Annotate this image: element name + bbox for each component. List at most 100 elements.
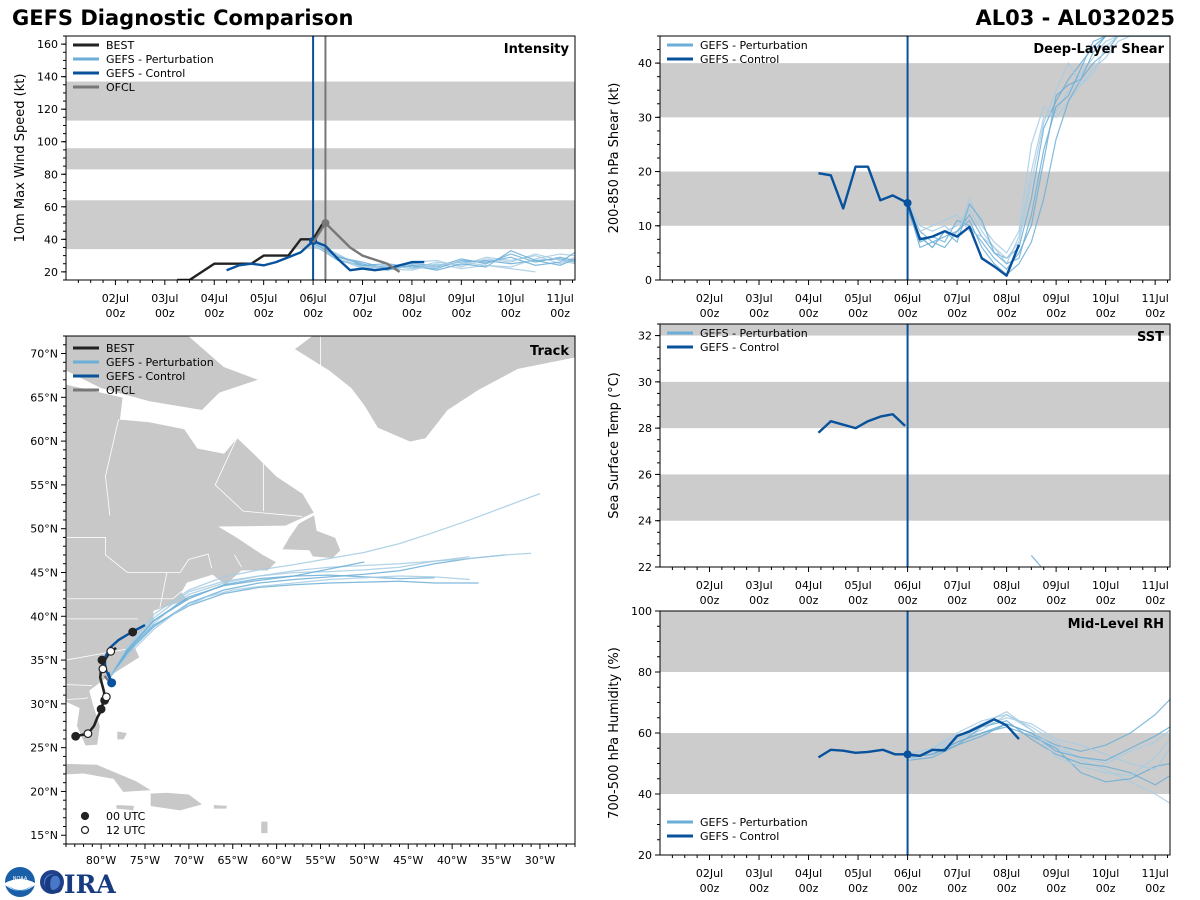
best-marker-00utc <box>71 731 81 741</box>
x-tick-label-hour: 00z <box>1096 307 1116 320</box>
noaa-logo-text: NOAA <box>13 876 28 882</box>
land-hispaniola <box>149 791 204 812</box>
x-tick-label-date: 05Jul <box>844 292 871 305</box>
x-tick-label: 40°W <box>437 854 467 867</box>
y-tick-label: 0 <box>645 274 652 287</box>
x-tick-label-hour: 00z <box>997 882 1017 895</box>
ofcl-init-marker <box>321 219 330 228</box>
y-axis-label: Sea Surface Temp (°C) <box>607 372 622 519</box>
y-tick-label: 15°N <box>30 829 58 842</box>
y-tick-label: 60 <box>44 201 58 214</box>
x-tick-label-hour: 00z <box>1096 882 1116 895</box>
x-tick-label-date: 10Jul <box>1092 867 1119 880</box>
legend-label: GEFS - Perturbation <box>106 53 214 66</box>
x-tick-label-date: 08Jul <box>398 292 425 305</box>
threshold-band-1 <box>66 148 575 170</box>
agency-logos: NOAA CIRA <box>5 867 116 898</box>
best-marker-12utc <box>101 692 111 702</box>
x-tick-label-date: 07Jul <box>943 579 970 592</box>
political-border-6 <box>159 572 168 608</box>
perturbation-track-7 <box>109 575 470 678</box>
perturbation-line-1 <box>907 36 1170 265</box>
x-tick-label-hour: 00z <box>155 307 175 320</box>
y-tick-label: 25°N <box>30 742 58 755</box>
y-tick-label: 20°N <box>30 785 58 798</box>
x-tick-label-hour: 00z <box>997 307 1017 320</box>
y-tick-label: 50°N <box>30 523 58 536</box>
panel-shear: 02Jul 00z 03Jul 00z 04Jul 00z 05Jul 00z 06Jul 00z… <box>607 35 1171 320</box>
x-tick-label-date: 10Jul <box>1092 292 1119 305</box>
series-line-control <box>818 165 1021 277</box>
x-tick-label-date: 03Jul <box>745 292 772 305</box>
x-tick-label-date: 06Jul <box>894 867 921 880</box>
threshold-band-0 <box>66 200 575 250</box>
y-tick-label: 30 <box>638 111 652 124</box>
perturbation-line-0 <box>1030 555 1042 567</box>
perturbation-line-4 <box>312 243 575 270</box>
x-tick-label-hour: 00z <box>947 594 967 607</box>
x-tick-label-date: 09Jul <box>1042 867 1069 880</box>
noaa-logo-icon: NOAA <box>5 867 35 897</box>
x-tick-label-hour: 00z <box>848 307 868 320</box>
perturbation-line-6 <box>907 723 1170 762</box>
marker-legend-swatch <box>80 811 90 821</box>
marker-legend-label: 12 UTC <box>106 824 146 837</box>
x-tick-label: 70°W <box>174 854 204 867</box>
marker-legend-label: 00 UTC <box>106 810 146 823</box>
x-tick-label-hour: 00z <box>997 594 1017 607</box>
y-tick-label: 22 <box>638 561 652 574</box>
political-border-7 <box>234 554 242 568</box>
political-border-4 <box>66 697 89 700</box>
legend-label: BEST <box>106 39 134 52</box>
x-tick-label-hour: 00z <box>1046 307 1066 320</box>
y-tick-label: 80 <box>44 168 58 181</box>
y-tick-label: 24 <box>638 515 652 528</box>
x-tick-label-hour: 00z <box>353 307 373 320</box>
best-marker-12utc <box>83 729 93 739</box>
best-marker-00utc <box>97 655 107 665</box>
x-tick-label-date: 09Jul <box>448 292 475 305</box>
y-tick-label: 10 <box>638 220 652 233</box>
y-tick-label: 60 <box>638 727 652 740</box>
threshold-band-1 <box>660 611 1170 672</box>
y-tick-label: 40°N <box>30 610 58 623</box>
y-tick-label: 32 <box>638 330 652 343</box>
x-tick-label-date: 07Jul <box>943 867 970 880</box>
x-tick-label-date: 10Jul <box>497 292 524 305</box>
threshold-band-0 <box>660 733 1170 794</box>
perturbation-track-1 <box>109 556 470 678</box>
x-tick-label-date: 04Jul <box>795 292 822 305</box>
y-tick-label: 60°N <box>30 435 58 448</box>
x-tick-label-hour: 00z <box>700 594 720 607</box>
land-cuba <box>66 763 154 793</box>
x-tick-label-hour: 00z <box>1046 882 1066 895</box>
x-tick-label: 55°W <box>305 854 335 867</box>
x-tick-label-hour: 00z <box>501 307 521 320</box>
x-tick-label-date: 06Jul <box>894 579 921 592</box>
panel-sst: 02Jul 00z 03Jul 00z 04Jul 00z 05Jul 00z 06Jul 00z… <box>607 323 1171 607</box>
panel-intensity: 02Jul 00z 03Jul 00z 04Jul 00z 05Jul 00z 06Jul 00z… <box>13 35 576 320</box>
perturbation-line-4 <box>906 36 1170 276</box>
land-puerto-rico <box>213 804 228 810</box>
x-tick-label-hour: 00z <box>898 307 918 320</box>
y-tick-label: 45°N <box>30 566 58 579</box>
x-tick-label-date: 07Jul <box>943 292 970 305</box>
x-tick-label-hour: 00z <box>550 307 570 320</box>
y-tick-label: 40 <box>638 57 652 70</box>
control-init-marker <box>903 199 912 208</box>
legend-label: GEFS - Control <box>106 370 185 383</box>
y-tick-label: 20 <box>44 266 58 279</box>
control-position-marker <box>107 678 117 688</box>
x-tick-label-date: 11Jul <box>1142 579 1169 592</box>
land-greenland <box>293 336 575 443</box>
x-tick-label-date: 02Jul <box>102 292 129 305</box>
legend-label: GEFS - Control <box>700 53 779 66</box>
x-tick-label-hour: 00z <box>106 307 126 320</box>
control-init-marker <box>903 750 912 759</box>
x-tick-label-date: 04Jul <box>795 867 822 880</box>
y-tick-label: 40 <box>638 788 652 801</box>
threshold-band-1 <box>660 381 1170 429</box>
best-marker-12utc <box>98 664 108 674</box>
threshold-band-0 <box>660 474 1170 521</box>
x-tick-label-date: 08Jul <box>993 579 1020 592</box>
